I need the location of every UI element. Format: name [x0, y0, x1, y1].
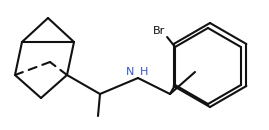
Text: H: H	[140, 67, 148, 77]
Text: Br: Br	[153, 26, 165, 36]
Text: N: N	[126, 67, 134, 77]
